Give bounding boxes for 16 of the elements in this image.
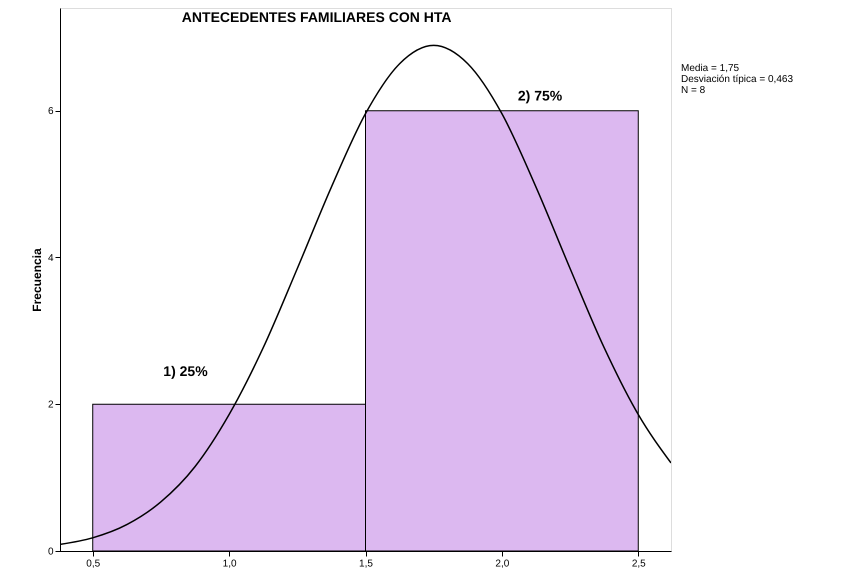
x-tick-label: 1,5 [359,558,374,570]
y-tick-label: 2 [48,400,54,411]
y-tick-label: 4 [48,252,54,264]
x-tick-label: 2,5 [632,558,646,570]
annotation: 2) 75% [518,88,563,104]
y-tick-label: 6 [48,106,54,118]
y-axis-title: Frecuencia [30,248,44,312]
text: Desviación típica = 0,463 [681,74,794,85]
text: N = 8 [681,85,706,96]
x-tick-label: 0,5 [86,558,101,570]
y-tick-label: 0 [48,546,54,558]
chart-title: ANTECEDENTES FAMILIARES CON HTA [182,9,452,25]
text: Media = 1,75 [681,63,740,74]
x-tick-label: 2,0 [495,558,510,570]
annotation: 1) 25% [163,363,208,380]
x-tick-label: 1,0 [222,558,238,570]
